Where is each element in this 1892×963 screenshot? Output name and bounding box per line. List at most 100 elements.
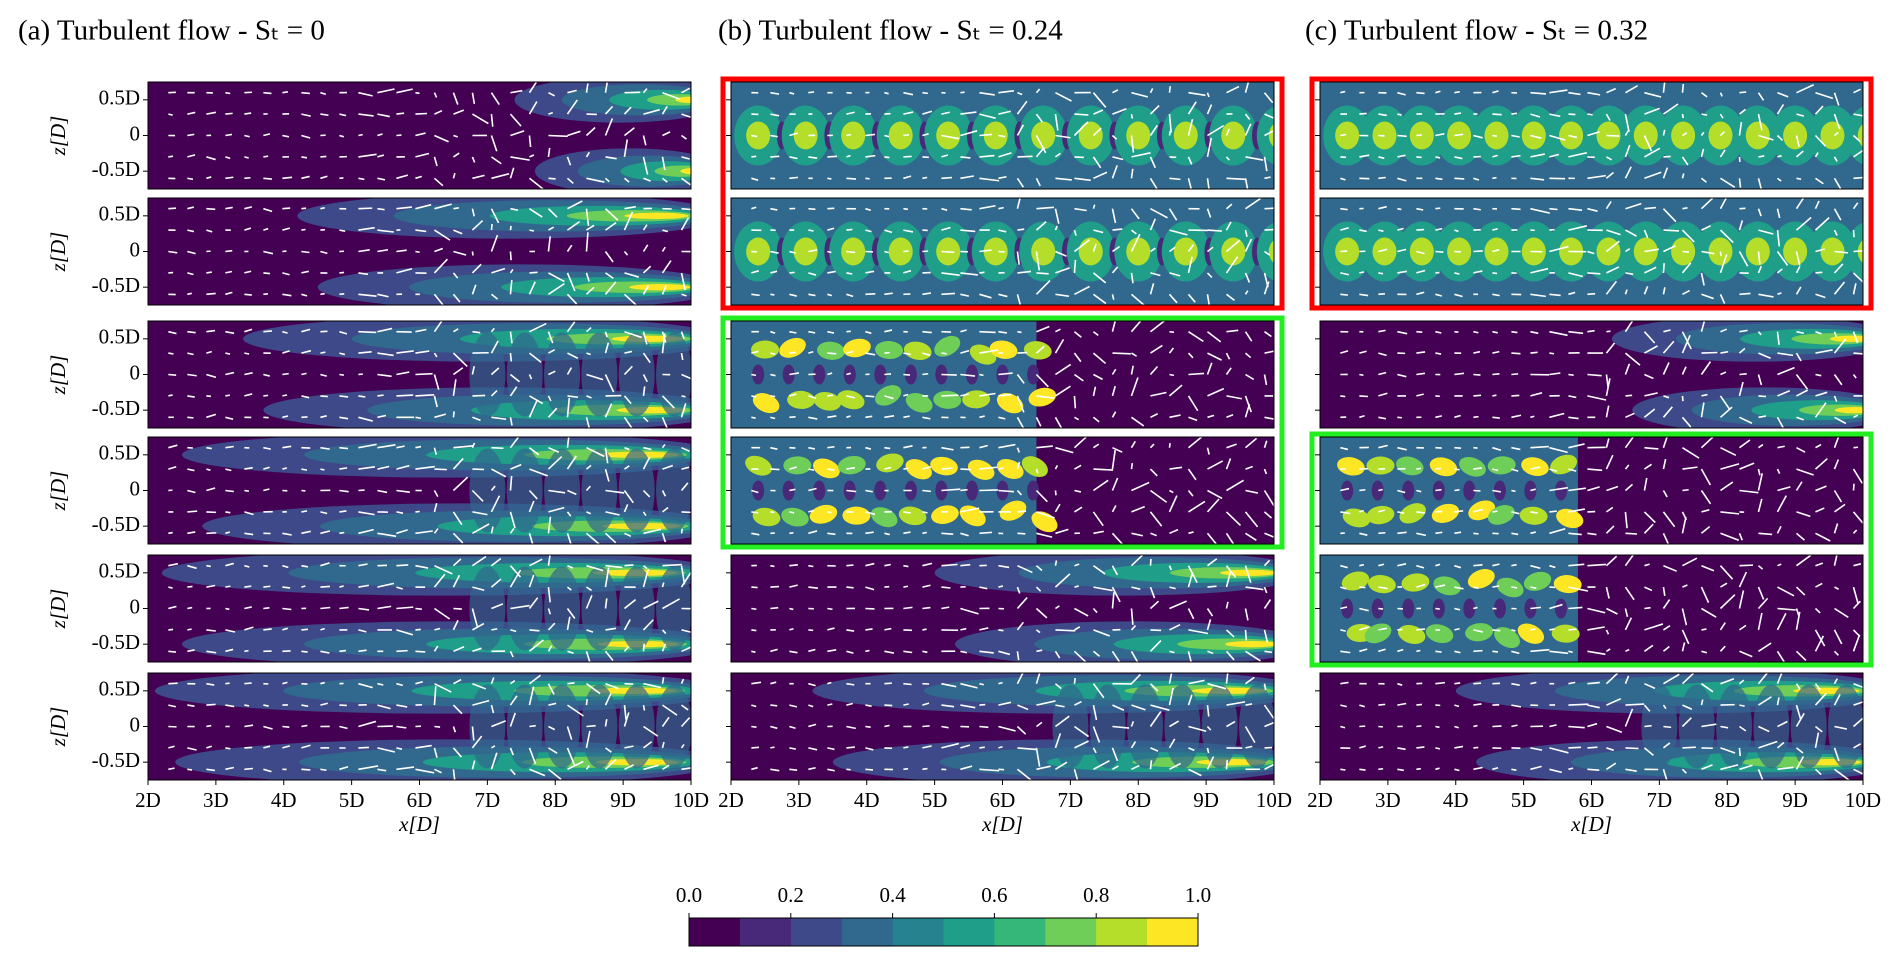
colorbar-segment xyxy=(1096,918,1148,946)
vector xyxy=(1624,352,1641,366)
vector xyxy=(903,606,913,610)
vector xyxy=(827,468,835,471)
vector xyxy=(1225,565,1237,578)
vector xyxy=(1587,373,1602,377)
contour xyxy=(618,566,655,651)
vector xyxy=(567,760,584,771)
vector xyxy=(586,586,593,592)
vector xyxy=(903,352,911,356)
vector xyxy=(1054,650,1061,659)
vector xyxy=(377,605,392,610)
vector xyxy=(510,89,523,94)
vector xyxy=(585,272,590,282)
vector xyxy=(1833,113,1841,130)
contour xyxy=(1366,505,1395,525)
vector xyxy=(681,134,687,140)
vector xyxy=(827,607,833,611)
contour xyxy=(1078,121,1103,150)
vector xyxy=(1776,251,1789,266)
vector xyxy=(1397,330,1408,335)
vector xyxy=(1587,650,1606,656)
vector xyxy=(1416,291,1425,296)
vector xyxy=(263,227,269,231)
contour xyxy=(996,458,1024,479)
vector xyxy=(1397,489,1406,494)
vector xyxy=(1795,216,1812,231)
vector xyxy=(846,650,854,654)
vector xyxy=(1017,91,1023,96)
vector xyxy=(1587,131,1600,137)
colorbar-segment xyxy=(841,918,894,946)
vector xyxy=(960,373,976,377)
vector xyxy=(510,130,525,137)
vector xyxy=(998,229,1007,233)
vector xyxy=(903,682,912,686)
vector xyxy=(1530,681,1537,685)
contour xyxy=(1268,123,1274,148)
vector xyxy=(1187,437,1203,449)
vector xyxy=(643,682,662,689)
vector xyxy=(490,557,502,567)
vector xyxy=(396,489,410,493)
vector xyxy=(770,725,778,730)
vector xyxy=(1606,747,1615,752)
vector xyxy=(263,177,272,180)
vector xyxy=(1359,768,1366,771)
vector xyxy=(1206,608,1214,617)
vector xyxy=(339,113,347,117)
vector xyxy=(415,530,433,535)
vector xyxy=(662,764,670,770)
vector xyxy=(301,134,311,139)
vector xyxy=(1093,443,1100,449)
vector xyxy=(1169,623,1181,631)
vector xyxy=(1758,155,1765,158)
vector xyxy=(566,367,573,375)
vector xyxy=(566,608,576,619)
vector xyxy=(339,330,348,335)
vector xyxy=(187,489,196,494)
vector xyxy=(585,208,590,226)
vector xyxy=(979,249,992,253)
vector xyxy=(396,174,409,180)
vector xyxy=(358,416,373,422)
vector xyxy=(846,395,856,399)
contour xyxy=(1463,598,1476,619)
vector xyxy=(320,511,328,515)
vector xyxy=(1092,607,1098,614)
vector xyxy=(1225,239,1241,253)
vector xyxy=(1340,272,1350,276)
vector xyxy=(1643,477,1648,491)
vector xyxy=(1795,650,1807,662)
vector xyxy=(680,331,685,340)
y-axis-label: z[D] xyxy=(46,707,70,748)
vector xyxy=(1359,704,1365,708)
vector xyxy=(1359,271,1365,274)
vector xyxy=(1587,681,1600,685)
contour xyxy=(1523,571,1552,591)
vector xyxy=(827,372,833,376)
vector xyxy=(623,139,629,158)
vector xyxy=(922,584,931,588)
vector xyxy=(415,350,430,354)
vector xyxy=(244,511,254,516)
vector xyxy=(642,704,646,711)
vector xyxy=(1473,563,1483,567)
vector xyxy=(1814,725,1823,733)
vector xyxy=(941,250,955,254)
vector xyxy=(979,133,992,137)
vector xyxy=(187,330,196,334)
x-tick-label: 6D xyxy=(990,788,1016,812)
vector xyxy=(1130,673,1141,685)
vector xyxy=(1511,768,1517,771)
vector xyxy=(1720,725,1729,729)
vector xyxy=(998,152,1012,158)
contour xyxy=(544,448,581,533)
vector xyxy=(661,246,666,252)
contour xyxy=(1521,457,1549,476)
contour xyxy=(905,459,932,480)
vector xyxy=(922,292,932,296)
vector xyxy=(528,447,540,456)
vector xyxy=(282,350,290,354)
vector xyxy=(472,647,482,653)
vector xyxy=(941,111,950,115)
